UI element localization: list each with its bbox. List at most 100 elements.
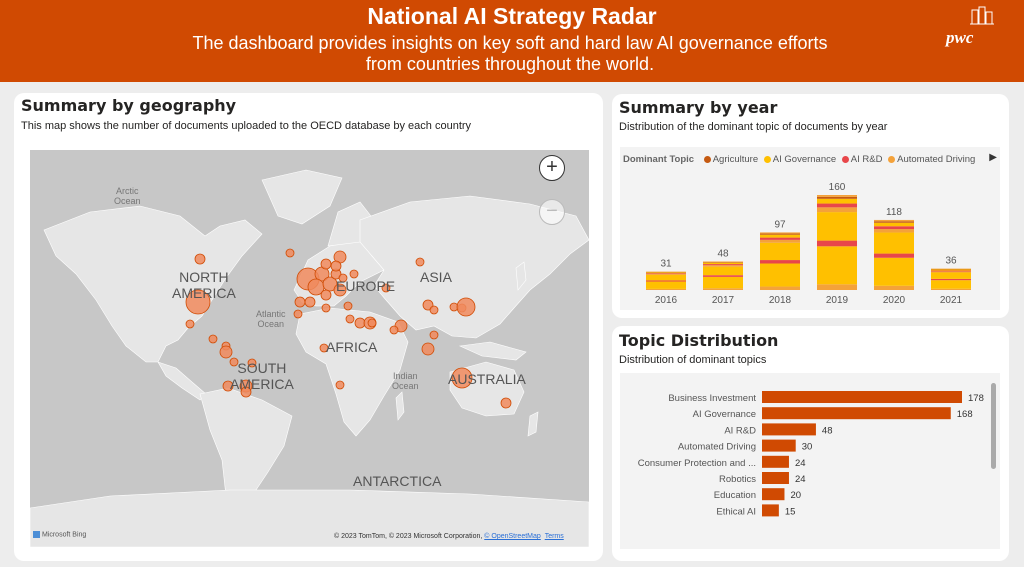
topic-category-label: Automated Driving: [678, 442, 756, 453]
topic-bar[interactable]: [762, 504, 779, 517]
year-total-label: 31: [660, 259, 672, 270]
year-bar-segment[interactable]: [760, 234, 800, 238]
year-bar-segment[interactable]: [874, 222, 914, 227]
year-bar-segment[interactable]: [817, 240, 857, 247]
year-bar-segment[interactable]: [760, 237, 800, 240]
year-bar-segment[interactable]: [931, 288, 971, 290]
year-total-label: 160: [829, 182, 846, 193]
year-bar-segment[interactable]: [703, 262, 743, 265]
legend-dot: [888, 155, 896, 163]
country-marker: [421, 342, 435, 356]
year-bar-segment[interactable]: [760, 286, 800, 290]
year-bar-segment[interactable]: [874, 232, 914, 254]
year-bar-segment[interactable]: [874, 221, 914, 223]
year-bar-segment[interactable]: [817, 195, 857, 197]
year-bar-segment[interactable]: [874, 229, 914, 233]
topic-bar[interactable]: [762, 407, 951, 420]
topic-bar[interactable]: [762, 391, 962, 403]
year-bar-segment[interactable]: [817, 203, 857, 208]
year-tick-label: 2019: [826, 295, 849, 306]
year-bar-segment[interactable]: [817, 212, 857, 241]
year-bar-segment[interactable]: [646, 281, 686, 289]
year-bar-segment[interactable]: [760, 233, 800, 235]
year-bar-segment[interactable]: [760, 239, 800, 243]
legend-item[interactable]: AI R&D: [839, 154, 882, 165]
year-bar-segment[interactable]: [703, 261, 743, 263]
year-bar-segment[interactable]: [760, 263, 800, 287]
topic-title: Topic Distribution: [619, 331, 779, 350]
topic-subtitle: Distribution of dominant topics: [619, 354, 767, 366]
year-bar-segment[interactable]: [703, 266, 743, 276]
world-map[interactable]: + − NORTH AMERICA SOUTH AMERICA EUROPE A…: [30, 150, 589, 547]
zoom-out-button[interactable]: −: [539, 199, 565, 225]
year-bar-segment[interactable]: [931, 280, 971, 289]
topic-scrollbar[interactable]: [991, 383, 996, 469]
year-bar-segment[interactable]: [646, 274, 686, 281]
year-tick-label: 2021: [940, 295, 963, 306]
topic-value-label: 24: [795, 458, 806, 469]
country-marker: [222, 380, 234, 392]
legend-item[interactable]: Automated Driving: [885, 154, 975, 165]
year-bar-segment[interactable]: [703, 265, 743, 267]
map-land: [30, 169, 589, 547]
year-chart-area: Dominant Topic Agriculture AI Governance…: [620, 147, 1000, 310]
year-bar-segment[interactable]: [703, 275, 743, 277]
year-card: Summary by year Distribution of the domi…: [612, 94, 1009, 318]
year-bar-segment[interactable]: [817, 284, 857, 290]
year-bar-segment[interactable]: [931, 278, 971, 281]
year-bar-segment[interactable]: [703, 276, 743, 289]
legend-next-arrow-icon[interactable]: ▶: [989, 152, 997, 163]
year-bar-segment[interactable]: [817, 207, 857, 213]
year-bar-segment[interactable]: [817, 198, 857, 204]
year-bar-segment[interactable]: [931, 270, 971, 272]
year-bar-segment[interactable]: [760, 232, 800, 234]
zoom-in-button[interactable]: +: [539, 155, 565, 181]
topic-bar[interactable]: [762, 455, 789, 468]
country-marker: [343, 301, 353, 311]
country-marker: [451, 367, 473, 389]
country-marker: [333, 283, 347, 297]
year-bar-segment[interactable]: [646, 273, 686, 274]
topic-chart-area: Business Investment 178 AI Governance 168 AI…: [620, 373, 1000, 549]
year-bar-segment[interactable]: [874, 253, 914, 258]
map-attribution: © 2023 TomTom, © 2023 Microsoft Corporat…: [334, 533, 564, 540]
year-bar-segment[interactable]: [760, 242, 800, 261]
year-bar-segment[interactable]: [931, 271, 971, 273]
year-bar-segment[interactable]: [703, 264, 743, 266]
topic-bar[interactable]: [762, 488, 785, 501]
year-bar-segment[interactable]: [646, 273, 686, 275]
bing-logo: Microsoft Bing: [33, 531, 86, 538]
year-bar-segment[interactable]: [703, 288, 743, 290]
country-marker: [319, 343, 329, 353]
year-bar-segment[interactable]: [874, 257, 914, 286]
year-bar-segment[interactable]: [874, 285, 914, 290]
map-label-indian-ocean: Indian Ocean: [392, 371, 419, 391]
year-bar-segment[interactable]: [931, 272, 971, 279]
year-total-label: 97: [774, 219, 786, 230]
year-bar-segment[interactable]: [874, 219, 914, 222]
country-marker: [429, 305, 439, 315]
geography-title: Summary by geography: [21, 96, 237, 115]
country-marker: [429, 330, 439, 340]
topic-bar[interactable]: [762, 423, 816, 436]
country-marker: [335, 380, 345, 390]
topic-bar[interactable]: [762, 472, 789, 484]
terms-link[interactable]: Terms: [544, 533, 564, 540]
year-bar-segment[interactable]: [646, 280, 686, 282]
topic-bar[interactable]: [762, 439, 796, 452]
year-bar-segment[interactable]: [817, 246, 857, 285]
legend-item[interactable]: AI Governance: [761, 154, 836, 165]
year-bar-segment[interactable]: [817, 196, 857, 199]
country-marker: [381, 283, 391, 293]
logo-building-icon: [970, 6, 994, 25]
year-bar-segment[interactable]: [760, 260, 800, 264]
legend-item[interactable]: Agriculture: [701, 154, 758, 165]
bing-logo-text: Microsoft Bing: [41, 531, 87, 539]
year-bar-segment[interactable]: [646, 272, 686, 274]
year-bar-segment[interactable]: [931, 269, 971, 271]
year-bar-segment[interactable]: [874, 226, 914, 230]
year-bar-segment[interactable]: [646, 288, 686, 290]
country-marker: [415, 257, 425, 267]
year-bar-segment[interactable]: [703, 262, 743, 263]
osm-link[interactable]: © OpenStreetMap: [484, 533, 541, 540]
